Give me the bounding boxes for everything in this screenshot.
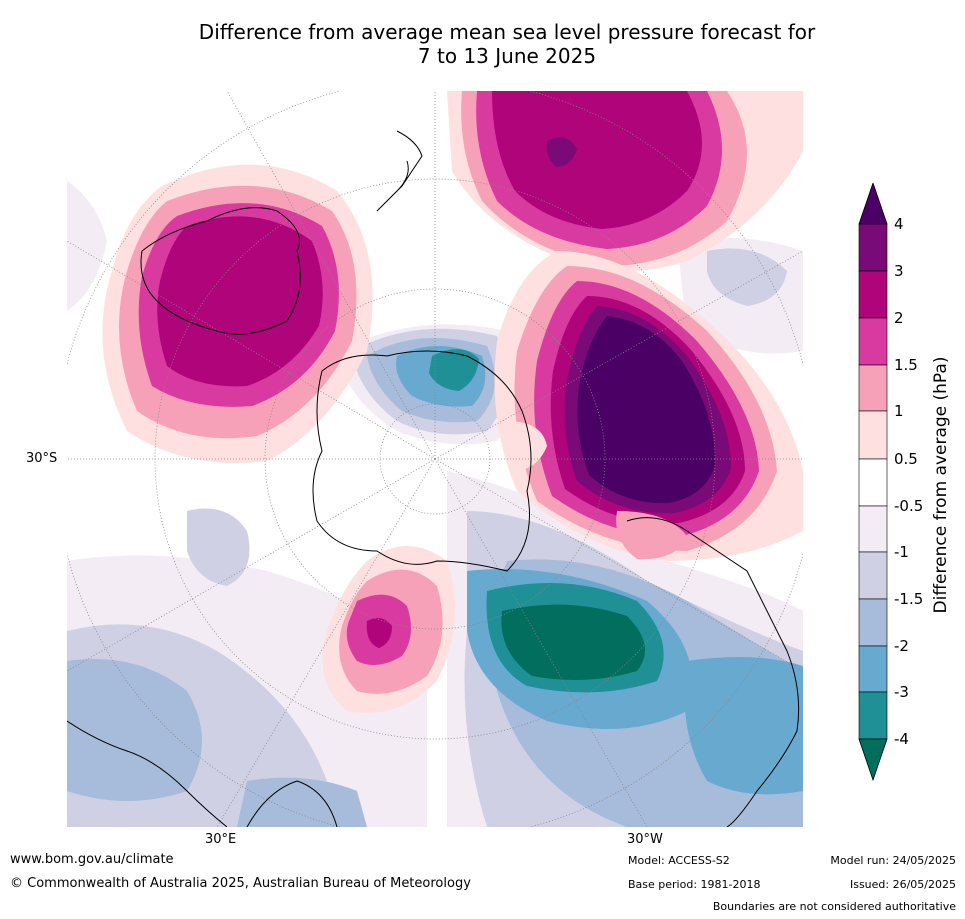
anomaly-map xyxy=(67,91,803,827)
colorbar-tick: 4 xyxy=(894,215,904,233)
colorbar-tick: -1.5 xyxy=(894,590,924,608)
colorbar-tick: -0.5 xyxy=(894,497,924,515)
latitude-label-30s: 30°S xyxy=(26,451,58,466)
map-graticule xyxy=(67,91,803,827)
anomaly-contour xyxy=(577,316,716,504)
colorbar-tick: 2 xyxy=(894,309,904,327)
anomaly-contour xyxy=(503,421,547,471)
coastlines xyxy=(67,130,800,827)
footer-copyright: © Commonwealth of Australia 2025, Austra… xyxy=(10,876,471,891)
anomaly-contour xyxy=(492,91,702,229)
positive-anomaly-regions xyxy=(102,91,803,713)
longitude-label-30e: 30°E xyxy=(205,832,237,847)
title-line-2: 7 to 13 June 2025 xyxy=(417,44,597,68)
anomaly-contour xyxy=(684,657,803,795)
colorbar-band-neg0.5-neg1 xyxy=(858,505,888,553)
map-panel xyxy=(67,91,803,827)
longitude-label-30w: 30°W xyxy=(627,832,663,847)
colorbar-band-3-4 xyxy=(858,223,888,272)
colorbar-band-1.5-2 xyxy=(858,317,888,366)
colorbar-tick: -2 xyxy=(894,637,909,655)
colorbar-band-neg2-neg3 xyxy=(858,645,888,693)
footer-model: Model: ACCESS-S2 xyxy=(628,854,730,867)
colorbar-band-neg3-neg4 xyxy=(858,691,888,740)
colorbar-band-neutral xyxy=(858,458,888,507)
colorbar-band-neg1-neg1.5 xyxy=(858,551,888,600)
anomaly-contour xyxy=(237,777,367,827)
anomaly-contour xyxy=(429,349,479,391)
colorbar xyxy=(858,183,888,782)
colorbar-tick: 0.5 xyxy=(894,450,918,468)
colorbar-title: Difference from average (hPa) xyxy=(931,356,951,614)
anomaly-contour xyxy=(67,181,107,311)
colorbar-tick: 3 xyxy=(894,262,904,280)
footer-base-period: Base period: 1981-2018 xyxy=(628,878,761,891)
anomaly-contour xyxy=(157,216,323,387)
colorbar-tick: -3 xyxy=(894,683,909,701)
colorbar-band-neg1.5-neg2 xyxy=(858,598,888,647)
chart-title: Difference from average mean sea level p… xyxy=(67,20,947,68)
anomaly-contour xyxy=(546,137,577,167)
footer-model-run: Model run: 24/05/2025 xyxy=(830,854,956,867)
colorbar-tick: -4 xyxy=(894,730,909,748)
anomaly-contour xyxy=(366,617,392,648)
title-line-1: Difference from average mean sea level p… xyxy=(198,20,816,44)
colorbar-band-0.5-1 xyxy=(858,410,888,460)
footer-url: www.bom.gov.au/climate xyxy=(10,852,174,867)
anomaly-contour xyxy=(616,511,687,560)
colorbar-band-1-1.5 xyxy=(858,364,888,412)
anomaly-contour xyxy=(187,508,250,586)
anomaly-contour xyxy=(707,248,787,306)
anomaly-contour xyxy=(501,604,645,680)
colorbar-tick: 1.5 xyxy=(894,356,918,374)
footer-disclaimer: Boundaries are not considered authoritat… xyxy=(712,900,956,913)
negative-anomaly-regions xyxy=(67,181,803,827)
colorbar-band-2-3 xyxy=(858,270,888,319)
colorbar-tick: 1 xyxy=(894,402,904,420)
anomaly-contour xyxy=(67,659,202,801)
colorbar-tick: -1 xyxy=(894,543,909,561)
colorbar-bottom-extension xyxy=(858,738,888,782)
colorbar-top-extension xyxy=(858,183,888,225)
footer-issued: Issued: 26/05/2025 xyxy=(849,878,956,891)
